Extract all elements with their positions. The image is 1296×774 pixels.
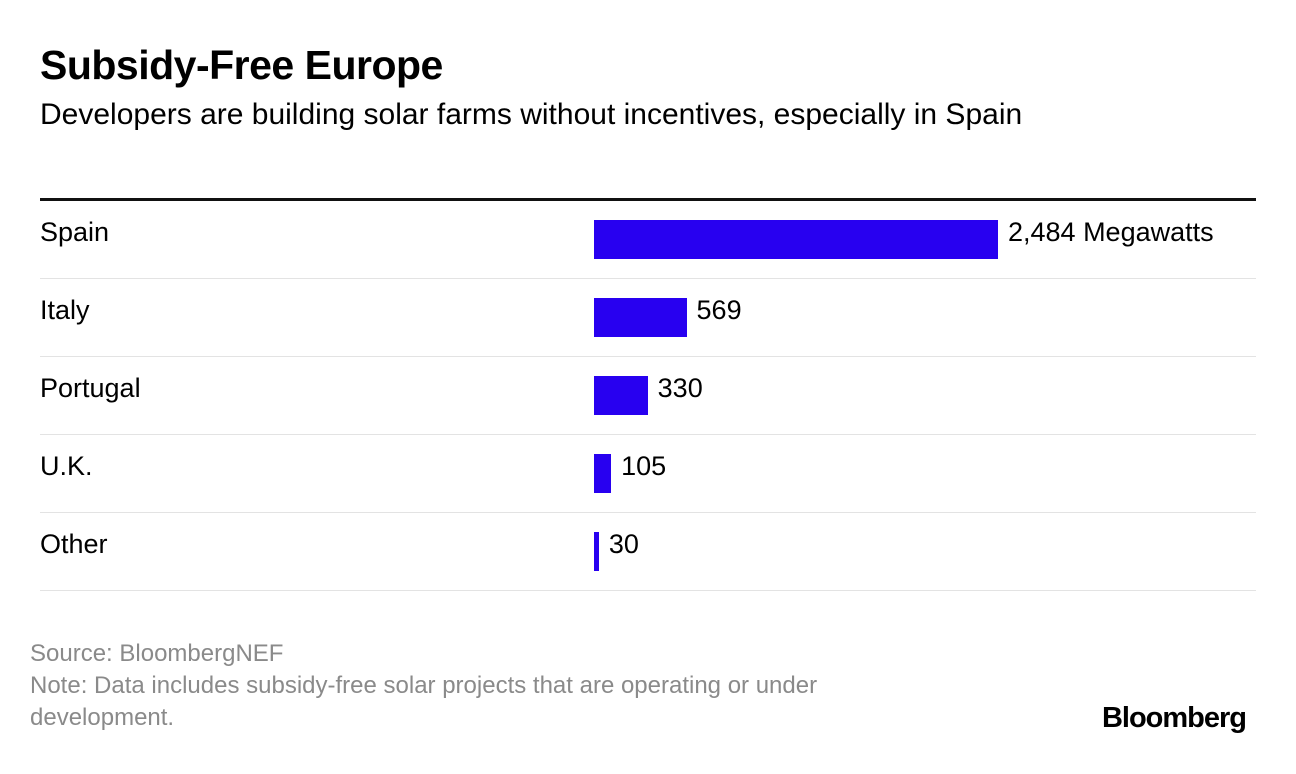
bar <box>594 376 648 415</box>
bar-value-label: 30 <box>608 529 639 559</box>
source-text: Source: BloombergNEF <box>30 640 284 667</box>
category-label: Spain <box>40 217 110 247</box>
category-label: Portugal <box>40 373 141 403</box>
bar <box>594 454 612 493</box>
bar-row: U.K. 105 <box>40 435 1256 513</box>
chart-subtitle: Developers are building solar farms with… <box>40 98 1023 131</box>
bar-value-label: 105 <box>621 451 667 481</box>
bar <box>594 532 599 571</box>
note-text: Note: Data includes subsidy-free solar p… <box>30 672 818 731</box>
bar <box>594 298 687 337</box>
bloomberg-logo: Bloomberg <box>1101 702 1247 734</box>
bar-value-label: 330 <box>657 373 703 403</box>
bar <box>594 220 998 259</box>
bar-rows: Spain 2,484 Megawatts Italy 569 Portugal 330 U… <box>40 201 1256 591</box>
bar-row: Other 30 <box>40 513 1256 591</box>
category-label: U.K. <box>40 451 93 481</box>
bar-row: Italy 569 <box>40 279 1256 357</box>
bar-value-label: 2,484 Megawatts <box>1008 217 1214 247</box>
bar-row: Spain 2,484 Megawatts <box>40 201 1256 279</box>
chart-title: Subsidy-Free Europe <box>40 42 443 88</box>
top-rule <box>40 198 1256 201</box>
category-label: Italy <box>40 295 90 325</box>
bar-value-label: 569 <box>696 295 742 325</box>
category-label: Other <box>40 529 108 559</box>
bar-row: Portugal 330 <box>40 357 1256 435</box>
